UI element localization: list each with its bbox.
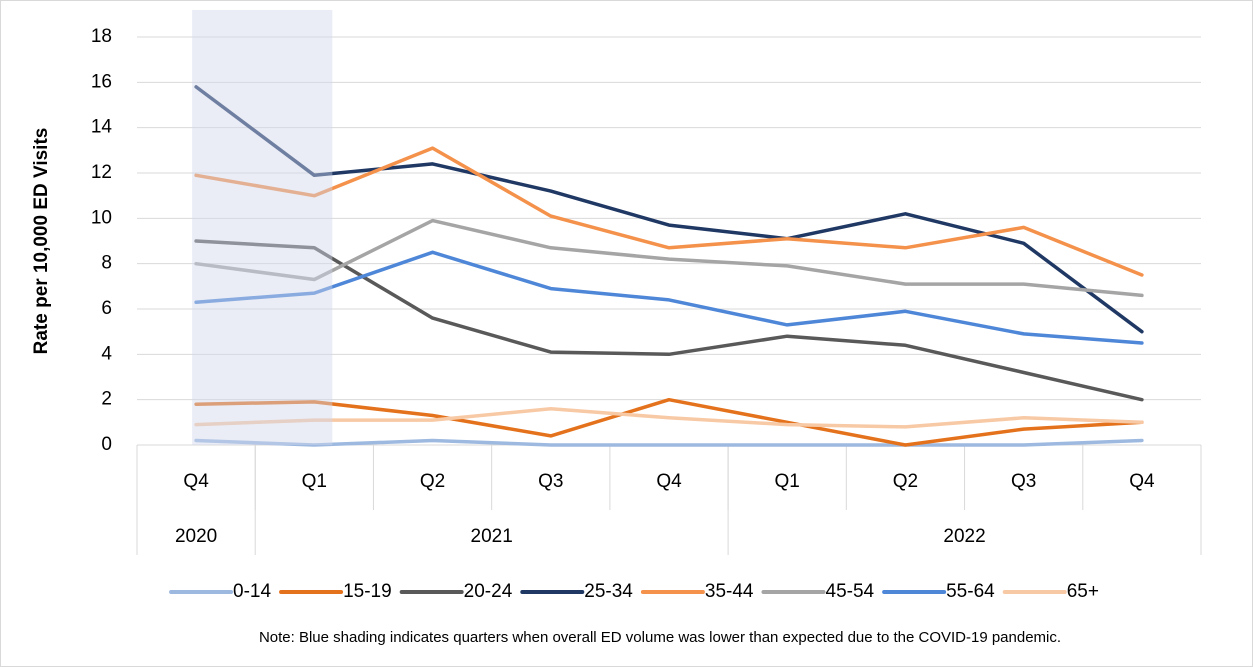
y-tick-label: 2 — [101, 389, 112, 410]
x-tick-label: Q1 — [775, 471, 800, 492]
x-tick-label: Q2 — [420, 471, 445, 492]
series-line — [194, 250, 1144, 345]
x-tick-label: Q4 — [183, 471, 209, 492]
shading — [192, 10, 333, 445]
x-tick-label: Q3 — [538, 471, 563, 492]
y-tick-label: 16 — [91, 71, 112, 92]
series-line — [194, 218, 1144, 298]
series-line — [194, 406, 1144, 429]
legend-label: 25-34 — [584, 581, 633, 602]
y-tick-label: 10 — [91, 207, 112, 228]
y-tick-label: 0 — [101, 434, 112, 455]
x-tick-label: Q1 — [302, 471, 327, 492]
legend: 0-14 15-19 20-24 25-34 35-44 45-54 55-64 65+ — [169, 581, 1099, 602]
legend-label: 15-19 — [343, 581, 392, 602]
series-line — [194, 146, 1144, 277]
y-tick-label: 4 — [101, 343, 112, 364]
year-label: 2022 — [943, 526, 985, 547]
series-line — [194, 397, 1144, 447]
y-tick-label: 6 — [101, 298, 112, 319]
y-tick-label: 14 — [91, 117, 113, 138]
legend-label: 0-14 — [233, 581, 271, 602]
series-line — [194, 438, 1144, 447]
y-tick-label: 18 — [91, 26, 112, 47]
x-tick-label: Q3 — [1011, 471, 1036, 492]
legend-label: 20-24 — [464, 581, 513, 602]
year-label: 2021 — [471, 526, 513, 547]
x-tick-label: Q2 — [893, 471, 918, 492]
legend-label: 65+ — [1067, 581, 1099, 602]
legend-label: 35-44 — [705, 581, 754, 602]
legend-label: 55-64 — [946, 581, 995, 602]
note: Note: Blue shading indicates quarters wh… — [259, 629, 1061, 646]
series-line — [194, 239, 1144, 402]
y-axis-label: Rate per 10,000 ED Visits — [31, 128, 52, 355]
x-tick-label: Q4 — [1129, 471, 1155, 492]
legend-label: 45-54 — [826, 581, 875, 602]
y-tick-label: 8 — [101, 253, 112, 274]
y-tick-label: 12 — [91, 162, 112, 183]
x-tick-label: Q4 — [656, 471, 682, 492]
year-label: 2020 — [175, 526, 217, 547]
